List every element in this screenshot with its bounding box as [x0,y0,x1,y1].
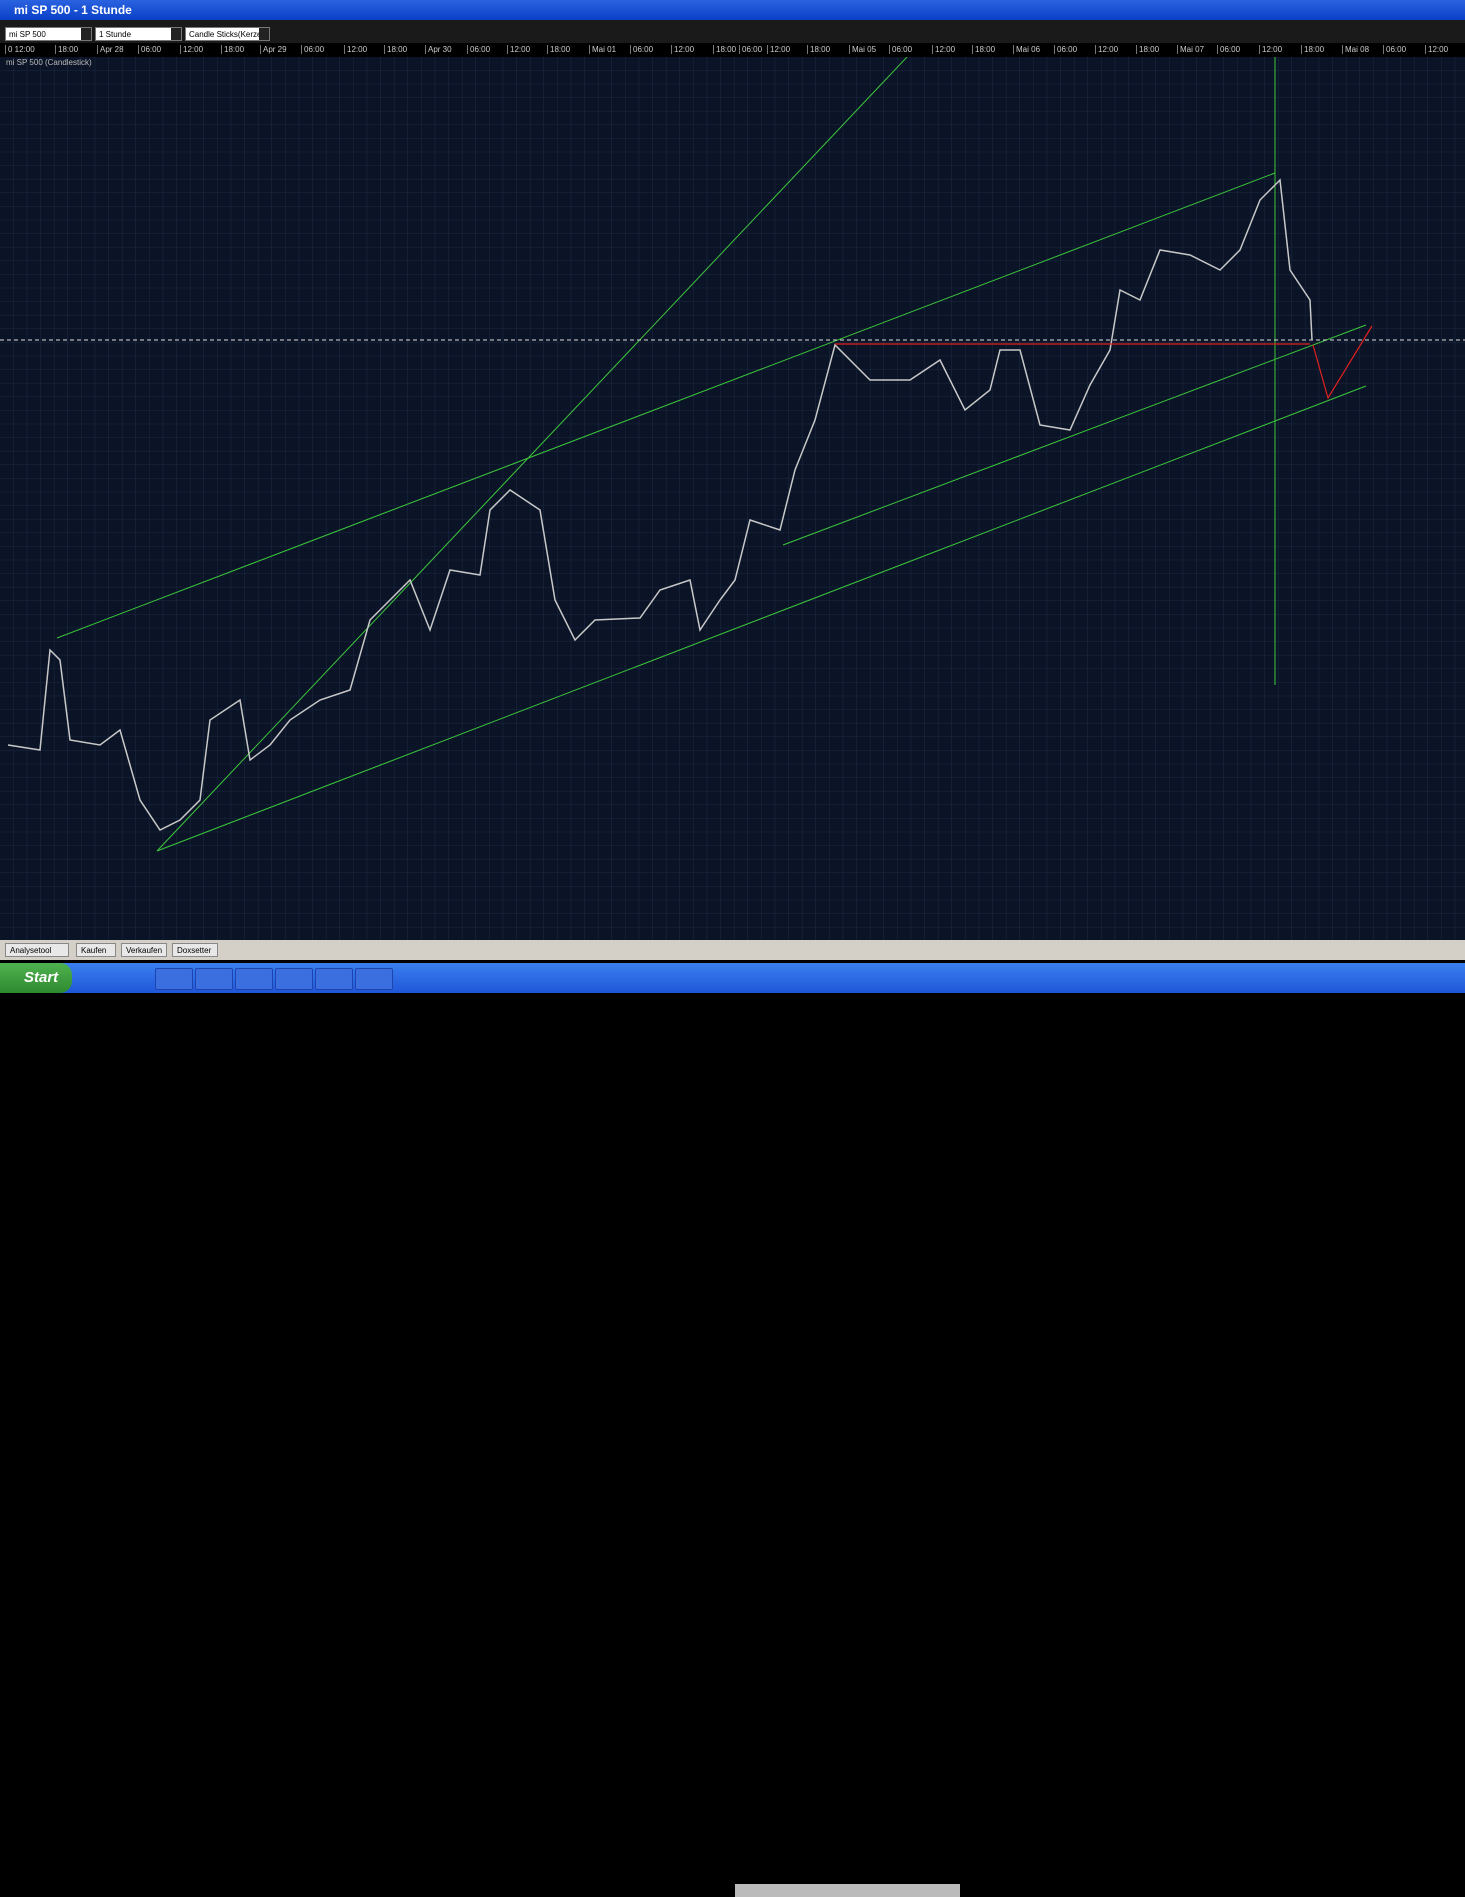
time-label: 12:00 [1259,45,1282,54]
time-label: 18:00 [713,45,736,54]
task-button[interactable] [155,968,193,990]
time-label: Mai 08 [1342,45,1369,54]
time-label: 12:00 [344,45,367,54]
time-label: 12:00 [180,45,203,54]
time-label: 06:00 [138,45,161,54]
task-button[interactable] [235,968,273,990]
task-button[interactable] [355,968,393,990]
price-path [7,178,1313,831]
task-button[interactable] [275,968,313,990]
time-axis: 0 12:00 18:00 Apr 28 06:00 12:00 18:00 Apr 29 0… [0,43,1465,58]
tab[interactable]: Analysetool [5,943,69,957]
time-label: 06:00 [630,45,653,54]
task-button[interactable] [315,968,353,990]
start-button[interactable]: Start [0,963,72,993]
price-chart [0,57,1465,940]
time-label: 12:00 [932,45,955,54]
time-label: 18:00 [807,45,830,54]
time-label: 06:00 [889,45,912,54]
time-label: 12:00 [671,45,694,54]
tab-bar: Analysetool Kaufen Verkaufen Doxsetter [0,940,1465,1897]
time-label: Mai 06 [1013,45,1040,54]
time-label: 06:00 [1217,45,1240,54]
time-label: 18:00 [55,45,78,54]
time-label: 0 12:00 [5,45,35,54]
tab[interactable]: Kaufen [76,943,116,957]
time-label: Apr 28 [97,45,124,54]
red-projection [835,325,1373,400]
time-label: 12:00 [767,45,790,54]
chart-label: mi SP 500 (Candlestick) [6,58,92,67]
time-label: 18:00 [384,45,407,54]
title-bar: mi SP 500 - 1 Stunde [0,0,1465,20]
taskbar: Start [0,963,1465,993]
time-label: Apr 30 [425,45,452,54]
time-label: 06:00 [1383,45,1406,54]
style-select[interactable]: Candle Sticks(Kerze [185,27,270,41]
time-label: 18:00 [1301,45,1324,54]
tab[interactable]: Doxsetter [172,943,218,957]
time-label: 18:00 [221,45,244,54]
time-label: 18:00 [547,45,570,54]
time-label: Mai 07 [1177,45,1204,54]
task-button[interactable] [195,968,233,990]
time-label: 06:00 [739,45,762,54]
time-label: 12:00 [1095,45,1118,54]
time-label: Apr 29 [260,45,287,54]
time-label: Mai 05 [849,45,876,54]
toolbar: mi SP 500 1 Stunde Candle Sticks(Kerze [0,20,1465,43]
interval-select[interactable]: 1 Stunde [95,27,182,41]
trendlines [56,57,1367,852]
scrollbar[interactable] [735,1884,960,1897]
time-label: 12:00 [1425,45,1448,54]
instrument-select[interactable]: mi SP 500 [5,27,92,41]
tab[interactable]: Verkaufen [121,943,167,957]
time-label: Mai 01 [589,45,616,54]
time-label: 12:00 [507,45,530,54]
chart-grid [0,57,1465,940]
time-label: 06:00 [1054,45,1077,54]
time-label: 06:00 [301,45,324,54]
time-label: 06:00 [467,45,490,54]
time-label: 18:00 [972,45,995,54]
time-label: 18:00 [1136,45,1159,54]
